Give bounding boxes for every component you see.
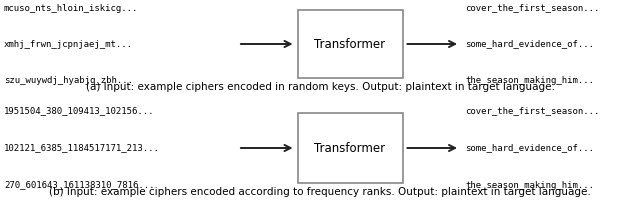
Text: cover_the_first_season...: cover_the_first_season... [465,107,600,116]
Text: 270_601643_161138310_7816...: 270_601643_161138310_7816... [4,180,154,190]
Text: the_season_making_him...: the_season_making_him... [465,180,594,190]
Text: 1951504_380_109413_102156...: 1951504_380_109413_102156... [4,107,154,116]
Bar [298,113,403,183]
Text: some_hard_evidence_of...: some_hard_evidence_of... [465,144,594,152]
Text: the_season_making_him...: the_season_making_him... [465,76,594,84]
Text: 102121_6385_1184517171_213...: 102121_6385_1184517171_213... [4,144,160,152]
Text: mcuso_nts_hloin_iskicg...: mcuso_nts_hloin_iskicg... [4,4,138,13]
Text: cover_the_first_season...: cover_the_first_season... [465,4,600,13]
Text: Transformer: Transformer [314,37,385,50]
Text: some_hard_evidence_of...: some_hard_evidence_of... [465,40,594,48]
Text: xmhj_frwn_jcpnjaej_mt...: xmhj_frwn_jcpnjaej_mt... [4,40,133,48]
Text: Transformer: Transformer [314,142,385,154]
Text: szu_wuywdj_hyabjq_zbh...: szu_wuywdj_hyabjq_zbh... [4,76,133,84]
Bar [298,10,403,78]
Text: (a) Input: example ciphers encoded in random keys. Output: plaintext in target l: (a) Input: example ciphers encoded in ra… [86,82,554,92]
Text: (b) Input: example ciphers encoded according to frequency ranks. Output: plainte: (b) Input: example ciphers encoded accor… [49,187,591,197]
